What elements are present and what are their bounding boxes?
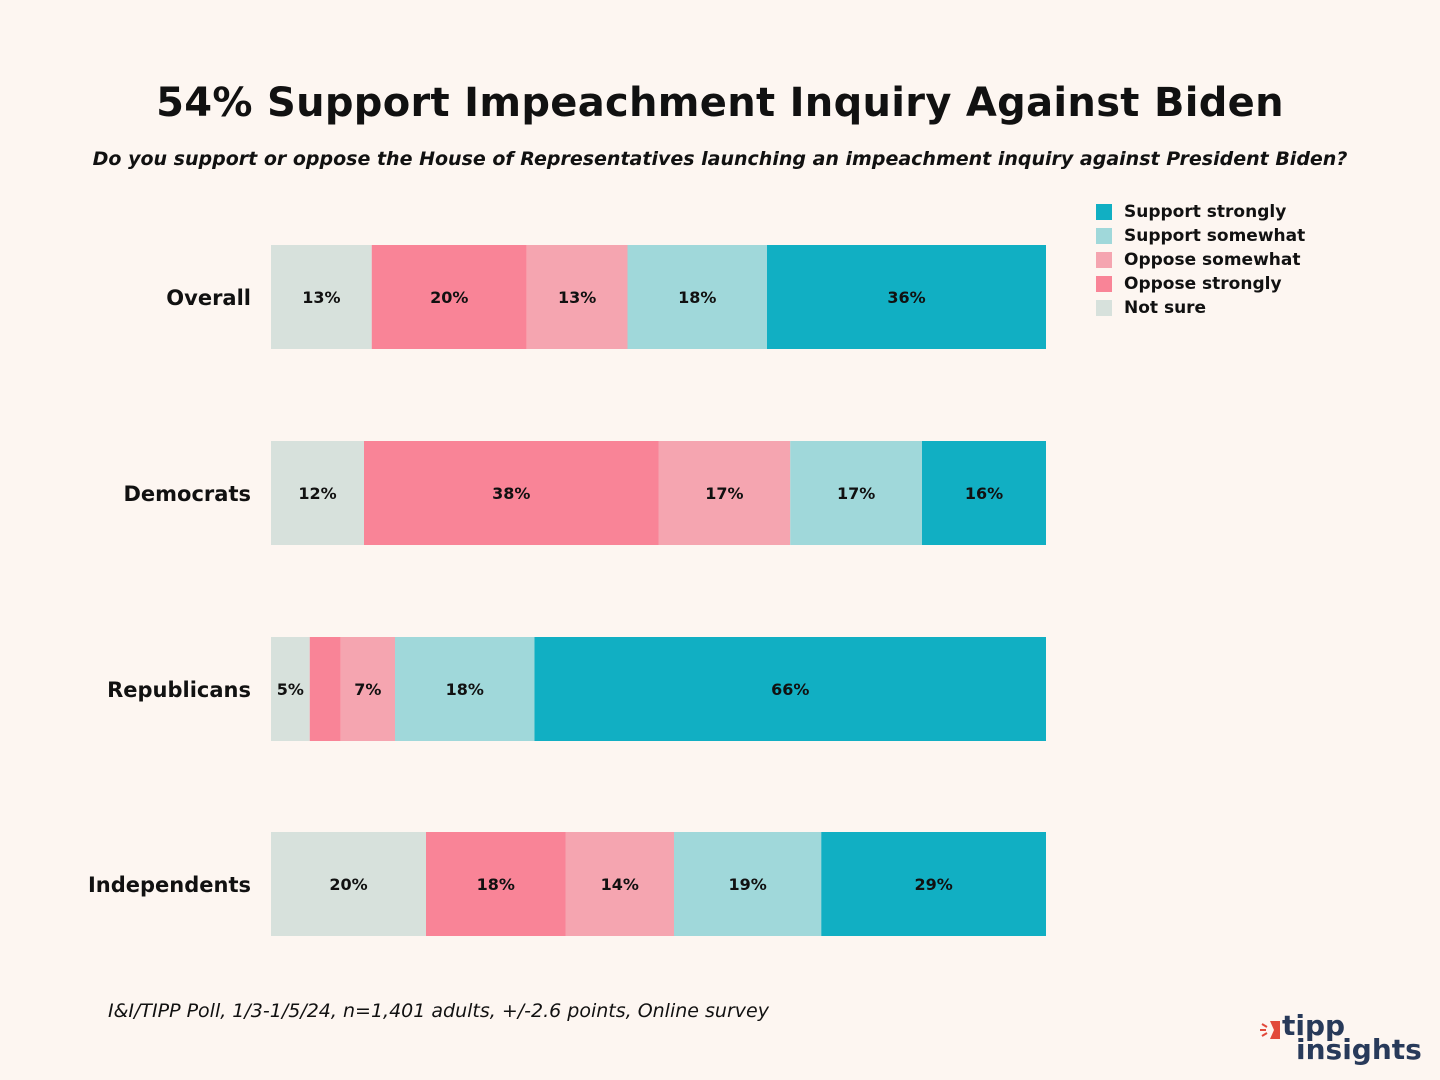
category-label-democrats: Democrats [124,482,252,506]
bar-segment-overall-oppose-strongly [371,245,527,349]
data-label-republicans-oppose-somewhat: 7% [354,680,381,699]
data-label-overall-support-somewhat: 18% [678,288,716,307]
bar-segment-democrats-oppose-strongly [364,441,659,545]
legend-swatch-not-sure [1096,300,1112,316]
legend-label: Not sure [1124,298,1207,318]
bar-segment-independents-not-sure [271,832,426,936]
bar-segment-independents-oppose-strongly [426,832,566,936]
footnote: I&I/TIPP Poll, 1/3-1/5/24, n=1,401 adult… [108,1000,769,1022]
data-label-republicans-not-sure: 5% [277,680,304,699]
bar-segment-overall-not-sure [271,245,372,349]
logo-text-tipp: tipp [1282,1009,1346,1042]
legend-label: Support strongly [1124,202,1287,222]
data-label-independents-not-sure: 20% [329,875,367,894]
category-label-republicans: Republicans [107,678,251,702]
bar-segment-independents-oppose-somewhat [565,832,674,936]
data-label-democrats-not-sure: 12% [298,484,336,503]
bar-segment-democrats-oppose-somewhat [658,441,791,545]
legend-item-support-somewhat: Support somewhat [1096,224,1305,248]
data-label-democrats-support-strongly: 16% [965,484,1003,503]
data-label-overall-oppose-strongly: 20% [430,288,468,307]
legend-item-not-sure: Not sure [1096,296,1305,320]
bar-segment-overall-support-strongly [767,245,1046,349]
bar-segment-republicans-support-strongly [534,637,1046,741]
data-label-overall-not-sure: 13% [302,288,340,307]
chart-subtitle: Do you support or oppose the House of Re… [92,148,1348,170]
logo-text-insights: insights [1296,1033,1422,1066]
bar-segment-republicans-oppose-somewhat [340,637,395,741]
data-label-overall-support-strongly: 36% [887,288,925,307]
data-label-independents-support-strongly: 29% [914,875,952,894]
chart-title: 54% Support Impeachment Inquiry Against … [156,80,1284,126]
bar-segment-independents-support-strongly [821,832,1046,936]
tipp-insights-logo: tipp insights [1258,1009,1422,1072]
legend-item-oppose-somewhat: Oppose somewhat [1096,248,1305,272]
legend-item-support-strongly: Support strongly [1096,200,1305,224]
bar-segment-independents-support-somewhat [674,832,822,936]
bar-segment-republicans-support-somewhat [395,637,535,741]
category-label-overall: Overall [166,286,251,310]
bar-segment-republicans-oppose-strongly [309,637,341,741]
bar-segment-republicans-not-sure [271,637,310,741]
legend-swatch-oppose-somewhat [1096,252,1112,268]
legend-item-oppose-strongly: Oppose strongly [1096,272,1305,296]
legend-label: Oppose strongly [1124,274,1282,294]
legend-label: Support somewhat [1124,226,1306,246]
data-label-democrats-oppose-strongly: 38% [492,484,530,503]
bar-segment-democrats-not-sure [271,441,364,545]
data-label-independents-support-somewhat: 19% [728,875,766,894]
category-label-independents: Independents [88,873,251,897]
legend-swatch-oppose-strongly [1096,276,1112,292]
data-label-republicans-support-somewhat: 18% [446,680,484,699]
data-label-democrats-oppose-somewhat: 17% [705,484,743,503]
logo-bracket-icon [1260,1021,1280,1039]
data-label-republicans-support-strongly: 66% [771,680,809,699]
data-label-overall-oppose-somewhat: 13% [558,288,596,307]
legend-swatch-support-somewhat [1096,228,1112,244]
bar-segment-overall-oppose-somewhat [526,245,628,349]
legend-label: Oppose somewhat [1124,250,1301,270]
data-label-democrats-support-somewhat: 17% [837,484,875,503]
bar-segment-democrats-support-somewhat [790,441,922,545]
legend-swatch-support-strongly [1096,204,1112,220]
data-label-independents-oppose-somewhat: 14% [601,875,639,894]
legend: Support strongly Support somewhat Oppose… [1096,200,1305,320]
bar-segment-democrats-support-strongly [922,441,1046,545]
data-label-independents-oppose-strongly: 18% [477,875,515,894]
bar-segment-overall-support-somewhat [627,245,767,349]
